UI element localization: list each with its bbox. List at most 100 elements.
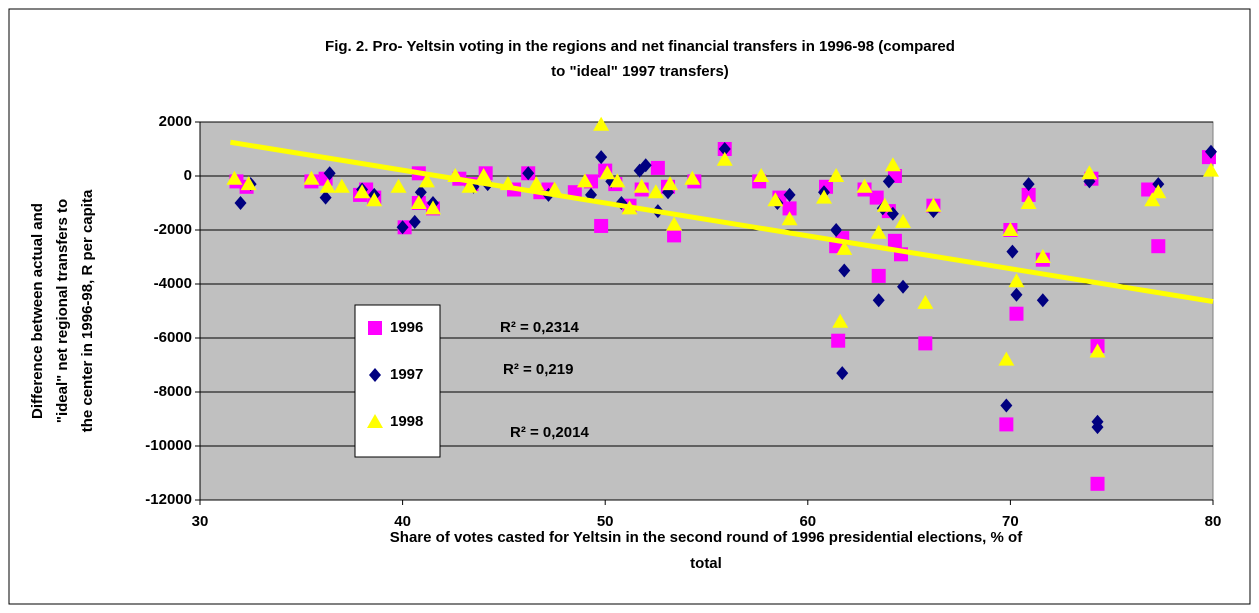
data-point <box>876 197 893 212</box>
data-point <box>633 178 650 193</box>
data-point <box>303 170 320 185</box>
y-tick-label: -8000 <box>154 383 192 400</box>
data-point <box>832 313 849 328</box>
data-point <box>1091 420 1104 435</box>
data-point <box>882 174 895 189</box>
y-tick-label: -2000 <box>154 221 192 238</box>
data-point <box>895 213 912 228</box>
data-point <box>662 176 679 191</box>
r-squared-label: R² = 0,2314 <box>500 319 579 336</box>
data-point <box>836 366 849 381</box>
data-point <box>522 166 535 181</box>
data-point <box>576 173 593 188</box>
data-point <box>782 201 797 216</box>
data-point <box>1151 239 1166 254</box>
data-point <box>528 176 545 191</box>
data-point <box>226 170 243 185</box>
data-point <box>461 178 478 193</box>
data-point <box>666 216 683 231</box>
data-point <box>871 268 886 283</box>
data-point <box>396 220 409 235</box>
data-point <box>410 195 427 209</box>
data-point <box>323 166 336 181</box>
data-point <box>1020 195 1037 209</box>
data-point <box>1010 287 1023 302</box>
y-tick-label: 0 <box>184 167 192 184</box>
data-point <box>408 214 421 229</box>
data-point <box>1144 192 1161 207</box>
legend-label: 1996 <box>390 319 423 336</box>
y-axis-label: the center in 1996-98, R per capita <box>79 189 96 432</box>
legend-marker <box>367 414 383 428</box>
y-tick-label: -12000 <box>145 491 192 508</box>
data-point <box>667 228 682 243</box>
data-point <box>869 190 884 205</box>
data-point <box>1036 293 1049 308</box>
data-point <box>831 333 846 348</box>
data-point <box>366 192 383 207</box>
chart-title: to "ideal" 1997 transfers) <box>551 63 729 80</box>
y-tick-label: -10000 <box>145 437 192 454</box>
data-point <box>999 417 1014 432</box>
data-point <box>887 233 902 248</box>
r-squared-label: R² = 0,219 <box>503 361 573 378</box>
legend-marker <box>368 321 382 335</box>
data-point <box>333 178 350 193</box>
data-point <box>647 184 664 199</box>
data-point <box>917 294 934 309</box>
y-tick-label: -4000 <box>154 275 192 292</box>
data-point <box>884 157 901 172</box>
data-point <box>354 184 371 199</box>
x-tick-label: 50 <box>597 513 614 530</box>
data-point <box>1021 187 1036 202</box>
y-tick-label: 2000 <box>159 113 192 130</box>
data-point <box>1204 144 1217 159</box>
data-point <box>998 351 1015 366</box>
x-tick-label: 70 <box>1002 513 1019 530</box>
data-point <box>240 176 257 191</box>
data-point <box>1006 244 1019 259</box>
data-point <box>594 218 609 233</box>
data-point <box>424 200 441 215</box>
r-squared-label: R² = 0,2014 <box>510 424 589 441</box>
data-point <box>897 279 910 294</box>
data-point <box>414 185 427 200</box>
x-tick-label: 80 <box>1205 513 1222 530</box>
x-axis-label: total <box>690 555 722 572</box>
data-point <box>1000 398 1013 413</box>
data-point <box>593 116 610 131</box>
x-tick-label: 60 <box>799 513 816 530</box>
data-point <box>918 336 933 351</box>
data-point <box>1150 184 1167 199</box>
data-point <box>828 168 845 182</box>
data-point <box>1141 182 1156 197</box>
data-point <box>872 293 885 308</box>
data-point <box>1022 177 1035 192</box>
data-point <box>856 178 873 193</box>
y-tick-label: -6000 <box>154 329 192 346</box>
data-point <box>609 173 626 188</box>
data-point <box>418 173 435 188</box>
data-point <box>1034 249 1051 263</box>
data-point <box>781 211 798 226</box>
data-point <box>319 190 332 205</box>
x-axis-label: Share of votes casted for Yeltsin in the… <box>390 529 1023 546</box>
data-point <box>234 196 247 210</box>
x-tick-label: 40 <box>394 513 411 530</box>
legend-marker <box>369 368 381 382</box>
data-point <box>767 192 784 207</box>
legend: 1996 1997 1998 <box>354 304 441 458</box>
data-point <box>1002 222 1019 236</box>
data-point <box>1089 343 1106 358</box>
data-point <box>816 189 833 204</box>
data-point <box>870 224 887 239</box>
data-point <box>753 168 770 182</box>
data-point <box>838 263 851 278</box>
legend-label: 1997 <box>390 366 423 383</box>
legend-label: 1998 <box>390 413 423 430</box>
trendline <box>229 139 1214 305</box>
data-point <box>1081 165 1098 180</box>
data-point <box>830 223 843 237</box>
data-point <box>1090 476 1105 491</box>
data-point <box>783 187 796 202</box>
